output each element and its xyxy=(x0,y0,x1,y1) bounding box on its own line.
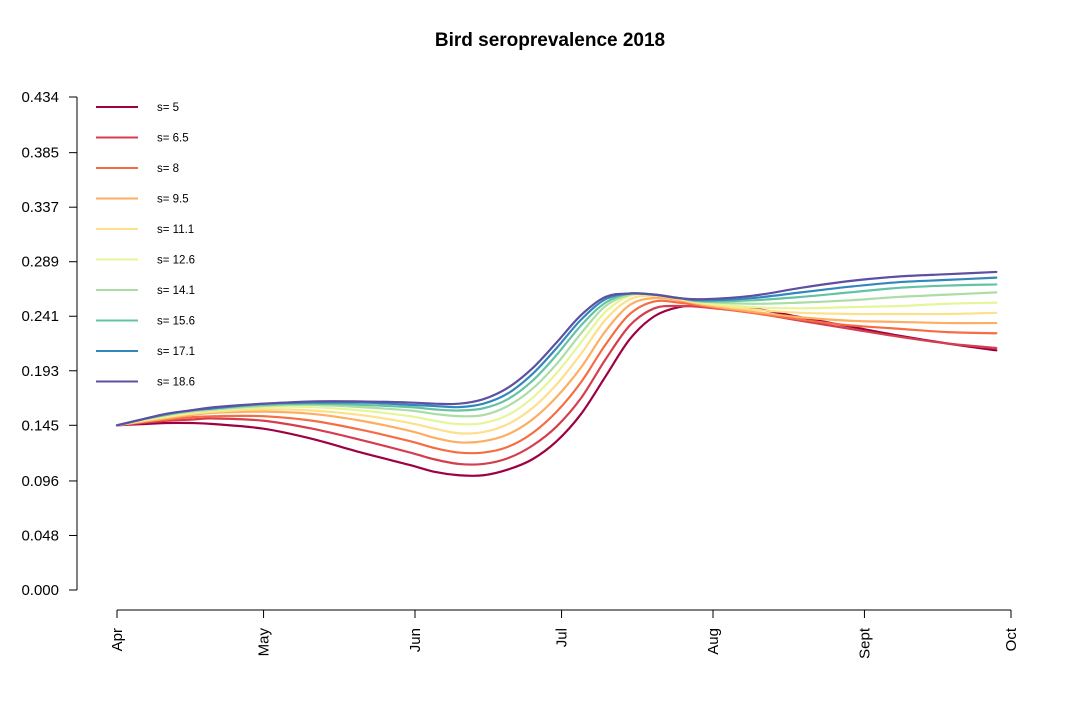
legend-label: s= 8 xyxy=(157,163,179,175)
series-lines xyxy=(115,270,998,477)
series-line-3 xyxy=(115,296,998,444)
y-tick-label: 0.241 xyxy=(21,308,59,325)
legend-label: s= 17.1 xyxy=(157,346,195,358)
x-tick-label: Jun xyxy=(407,628,424,652)
y-tick-label: 0.048 xyxy=(21,527,59,544)
legend-label: s= 5 xyxy=(157,102,179,114)
legend-label: s= 6.5 xyxy=(157,133,189,145)
x-tick-label: Apr xyxy=(109,628,126,651)
x-axis: Apr May Jun Jul Aug Sept Oct xyxy=(109,609,1020,659)
y-tick-label: 0.289 xyxy=(21,254,59,271)
legend-label: s= 15.6 xyxy=(157,316,195,328)
y-axis: 0.000 0.048 0.096 0.145 0.193 0.241 0.289 0.337… xyxy=(21,89,78,599)
x-tick-label: Oct xyxy=(1003,627,1020,651)
x-tick-label: Jul xyxy=(554,628,571,647)
series-line-0 xyxy=(115,304,998,477)
y-tick-label: 0.096 xyxy=(21,473,59,490)
chart-title: Bird seroprevalence 2018 xyxy=(435,30,665,51)
legend-label: s= 14.1 xyxy=(157,285,195,297)
legend-label: s= 18.6 xyxy=(157,377,195,389)
series-line-4 xyxy=(115,294,998,435)
legend-label: s= 11.1 xyxy=(157,224,194,236)
y-tick-label: 0.385 xyxy=(21,145,59,162)
y-tick-label: 0.000 xyxy=(21,582,59,599)
x-tick-label: Sept xyxy=(856,627,873,659)
legend-label: s= 9.5 xyxy=(157,194,189,206)
y-tick-label: 0.434 xyxy=(21,89,59,106)
series-line-6 xyxy=(115,291,998,427)
y-tick-label: 0.193 xyxy=(21,363,59,380)
series-line-9 xyxy=(115,270,998,427)
y-tick-label: 0.145 xyxy=(21,417,59,434)
legend: s= 5 s= 6.5 s= 8 s= 9.5 s= 11.1 s= 12.6 s= 14.… xyxy=(96,102,195,389)
x-tick-label: Aug xyxy=(705,628,722,655)
series-line-2 xyxy=(115,299,998,455)
y-tick-label: 0.337 xyxy=(21,199,59,216)
x-tick-label: May xyxy=(256,628,273,657)
legend-label: s= 12.6 xyxy=(157,255,195,267)
